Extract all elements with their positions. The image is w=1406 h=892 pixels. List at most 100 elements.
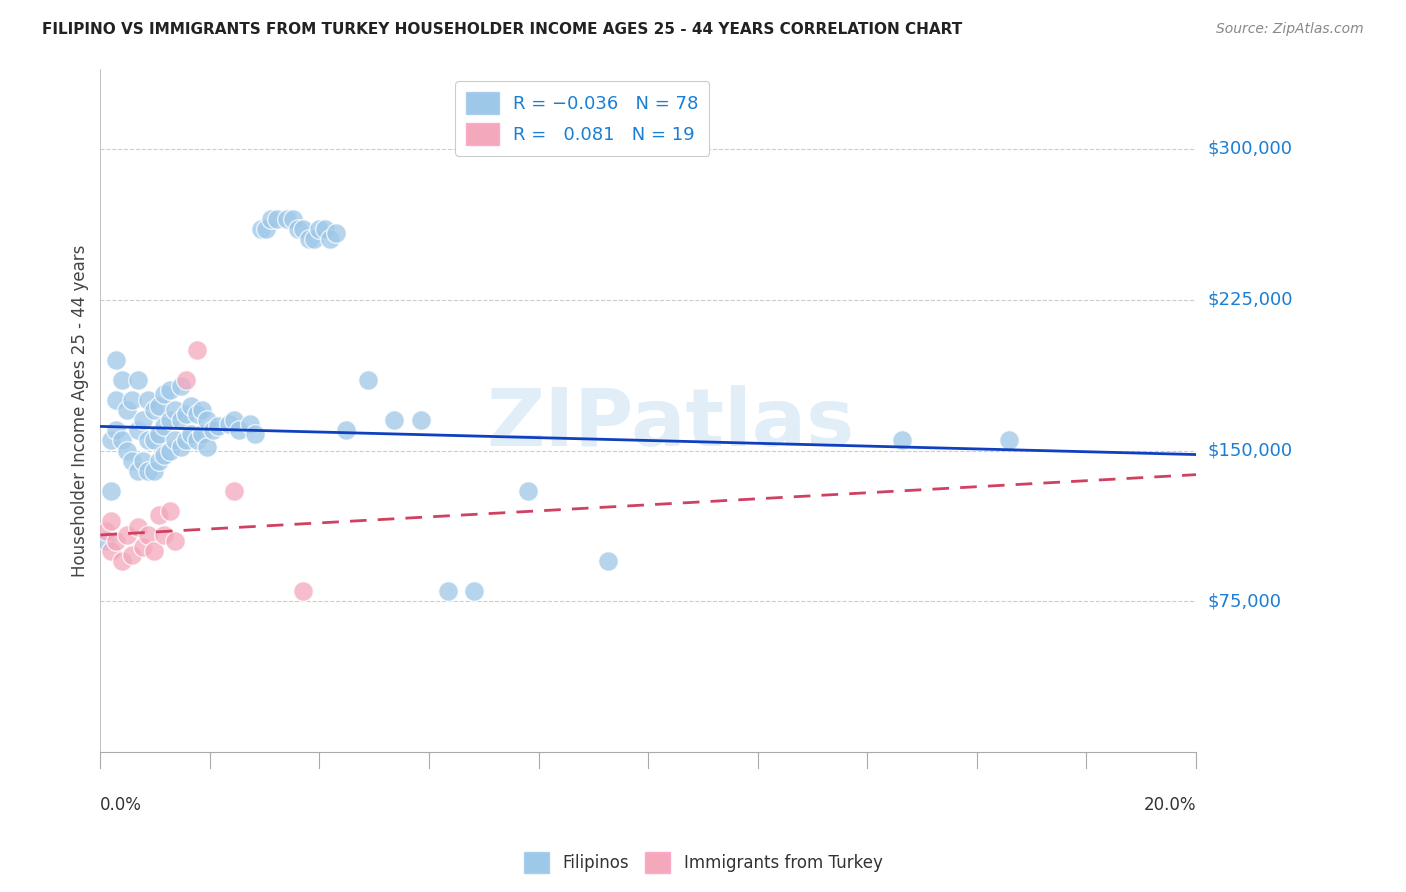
Point [111, 373, 134, 387]
Point [319, 232, 342, 246]
Text: ZIPatlas: ZIPatlas [486, 385, 855, 463]
Point [245, 427, 267, 442]
Text: $150,000: $150,000 [1208, 442, 1292, 459]
Point [94, 524, 117, 538]
Point [998, 434, 1021, 448]
Point [121, 453, 143, 467]
Point [132, 540, 155, 554]
Text: FILIPINO VS IMMIGRANTS FROM TURKEY HOUSEHOLDER INCOME AGES 25 - 44 YEARS CORRELA: FILIPINO VS IMMIGRANTS FROM TURKEY HOUSE… [42, 22, 963, 37]
Point [186, 408, 208, 422]
Point [100, 514, 122, 528]
Point [186, 434, 208, 448]
Point [409, 413, 432, 427]
Point [159, 443, 181, 458]
Legend: Filipinos, Immigrants from Turkey: Filipinos, Immigrants from Turkey [517, 846, 889, 880]
Point [127, 520, 149, 534]
Point [138, 434, 160, 448]
Point [142, 464, 165, 478]
Point [115, 443, 138, 458]
Point [382, 413, 405, 427]
Point [596, 554, 619, 568]
Point [153, 448, 176, 462]
Point [180, 399, 202, 413]
Point [266, 212, 288, 227]
Point [239, 417, 262, 432]
Point [100, 544, 122, 558]
Point [153, 387, 176, 401]
Point [153, 528, 176, 542]
Point [191, 427, 214, 442]
Text: 0.0%: 0.0% [100, 797, 142, 814]
Point [228, 424, 250, 438]
Point [121, 393, 143, 408]
Point [111, 434, 134, 448]
Point [195, 413, 218, 427]
Point [201, 424, 224, 438]
Point [516, 483, 538, 498]
Point [436, 584, 458, 599]
Point [276, 212, 298, 227]
Point [292, 584, 315, 599]
Point [298, 232, 321, 246]
Point [891, 434, 914, 448]
Point [195, 440, 218, 454]
Point [191, 403, 214, 417]
Point [142, 544, 165, 558]
Point [138, 528, 160, 542]
Point [105, 393, 128, 408]
Text: Source: ZipAtlas.com: Source: ZipAtlas.com [1216, 22, 1364, 37]
Point [153, 419, 176, 434]
Point [142, 403, 165, 417]
Point [222, 413, 245, 427]
Point [115, 403, 138, 417]
Point [148, 427, 170, 442]
Point [138, 464, 160, 478]
Point [218, 417, 240, 432]
Point [356, 373, 378, 387]
Point [325, 227, 347, 241]
Text: $300,000: $300,000 [1208, 140, 1292, 158]
Point [138, 393, 160, 408]
Point [148, 453, 170, 467]
Point [148, 399, 170, 413]
Point [127, 373, 149, 387]
Point [127, 464, 149, 478]
Point [132, 453, 155, 467]
Point [254, 222, 277, 236]
Point [100, 483, 122, 498]
Point [127, 424, 149, 438]
Y-axis label: Householder Income Ages 25 - 44 years: Householder Income Ages 25 - 44 years [72, 244, 89, 576]
Point [186, 343, 208, 357]
Point [165, 403, 187, 417]
Point [142, 434, 165, 448]
Point [287, 222, 309, 236]
Point [169, 440, 191, 454]
Text: $75,000: $75,000 [1208, 592, 1281, 610]
Point [165, 434, 187, 448]
Point [159, 504, 181, 518]
Point [100, 434, 122, 448]
Legend: R = −0.036   N = 78, R =   0.081   N = 19: R = −0.036 N = 78, R = 0.081 N = 19 [456, 81, 710, 156]
Point [169, 379, 191, 393]
Text: 20.0%: 20.0% [1143, 797, 1197, 814]
Point [111, 554, 134, 568]
Point [222, 483, 245, 498]
Point [159, 413, 181, 427]
Point [105, 534, 128, 549]
Point [260, 212, 283, 227]
Point [169, 413, 191, 427]
Point [159, 383, 181, 397]
Point [105, 424, 128, 438]
Point [174, 408, 197, 422]
Point [148, 508, 170, 522]
Point [121, 548, 143, 562]
Point [174, 373, 197, 387]
Point [105, 353, 128, 368]
Point [207, 419, 229, 434]
Point [281, 212, 304, 227]
Point [180, 427, 202, 442]
Point [463, 584, 485, 599]
Point [174, 434, 197, 448]
Point [132, 413, 155, 427]
Point [308, 222, 330, 236]
